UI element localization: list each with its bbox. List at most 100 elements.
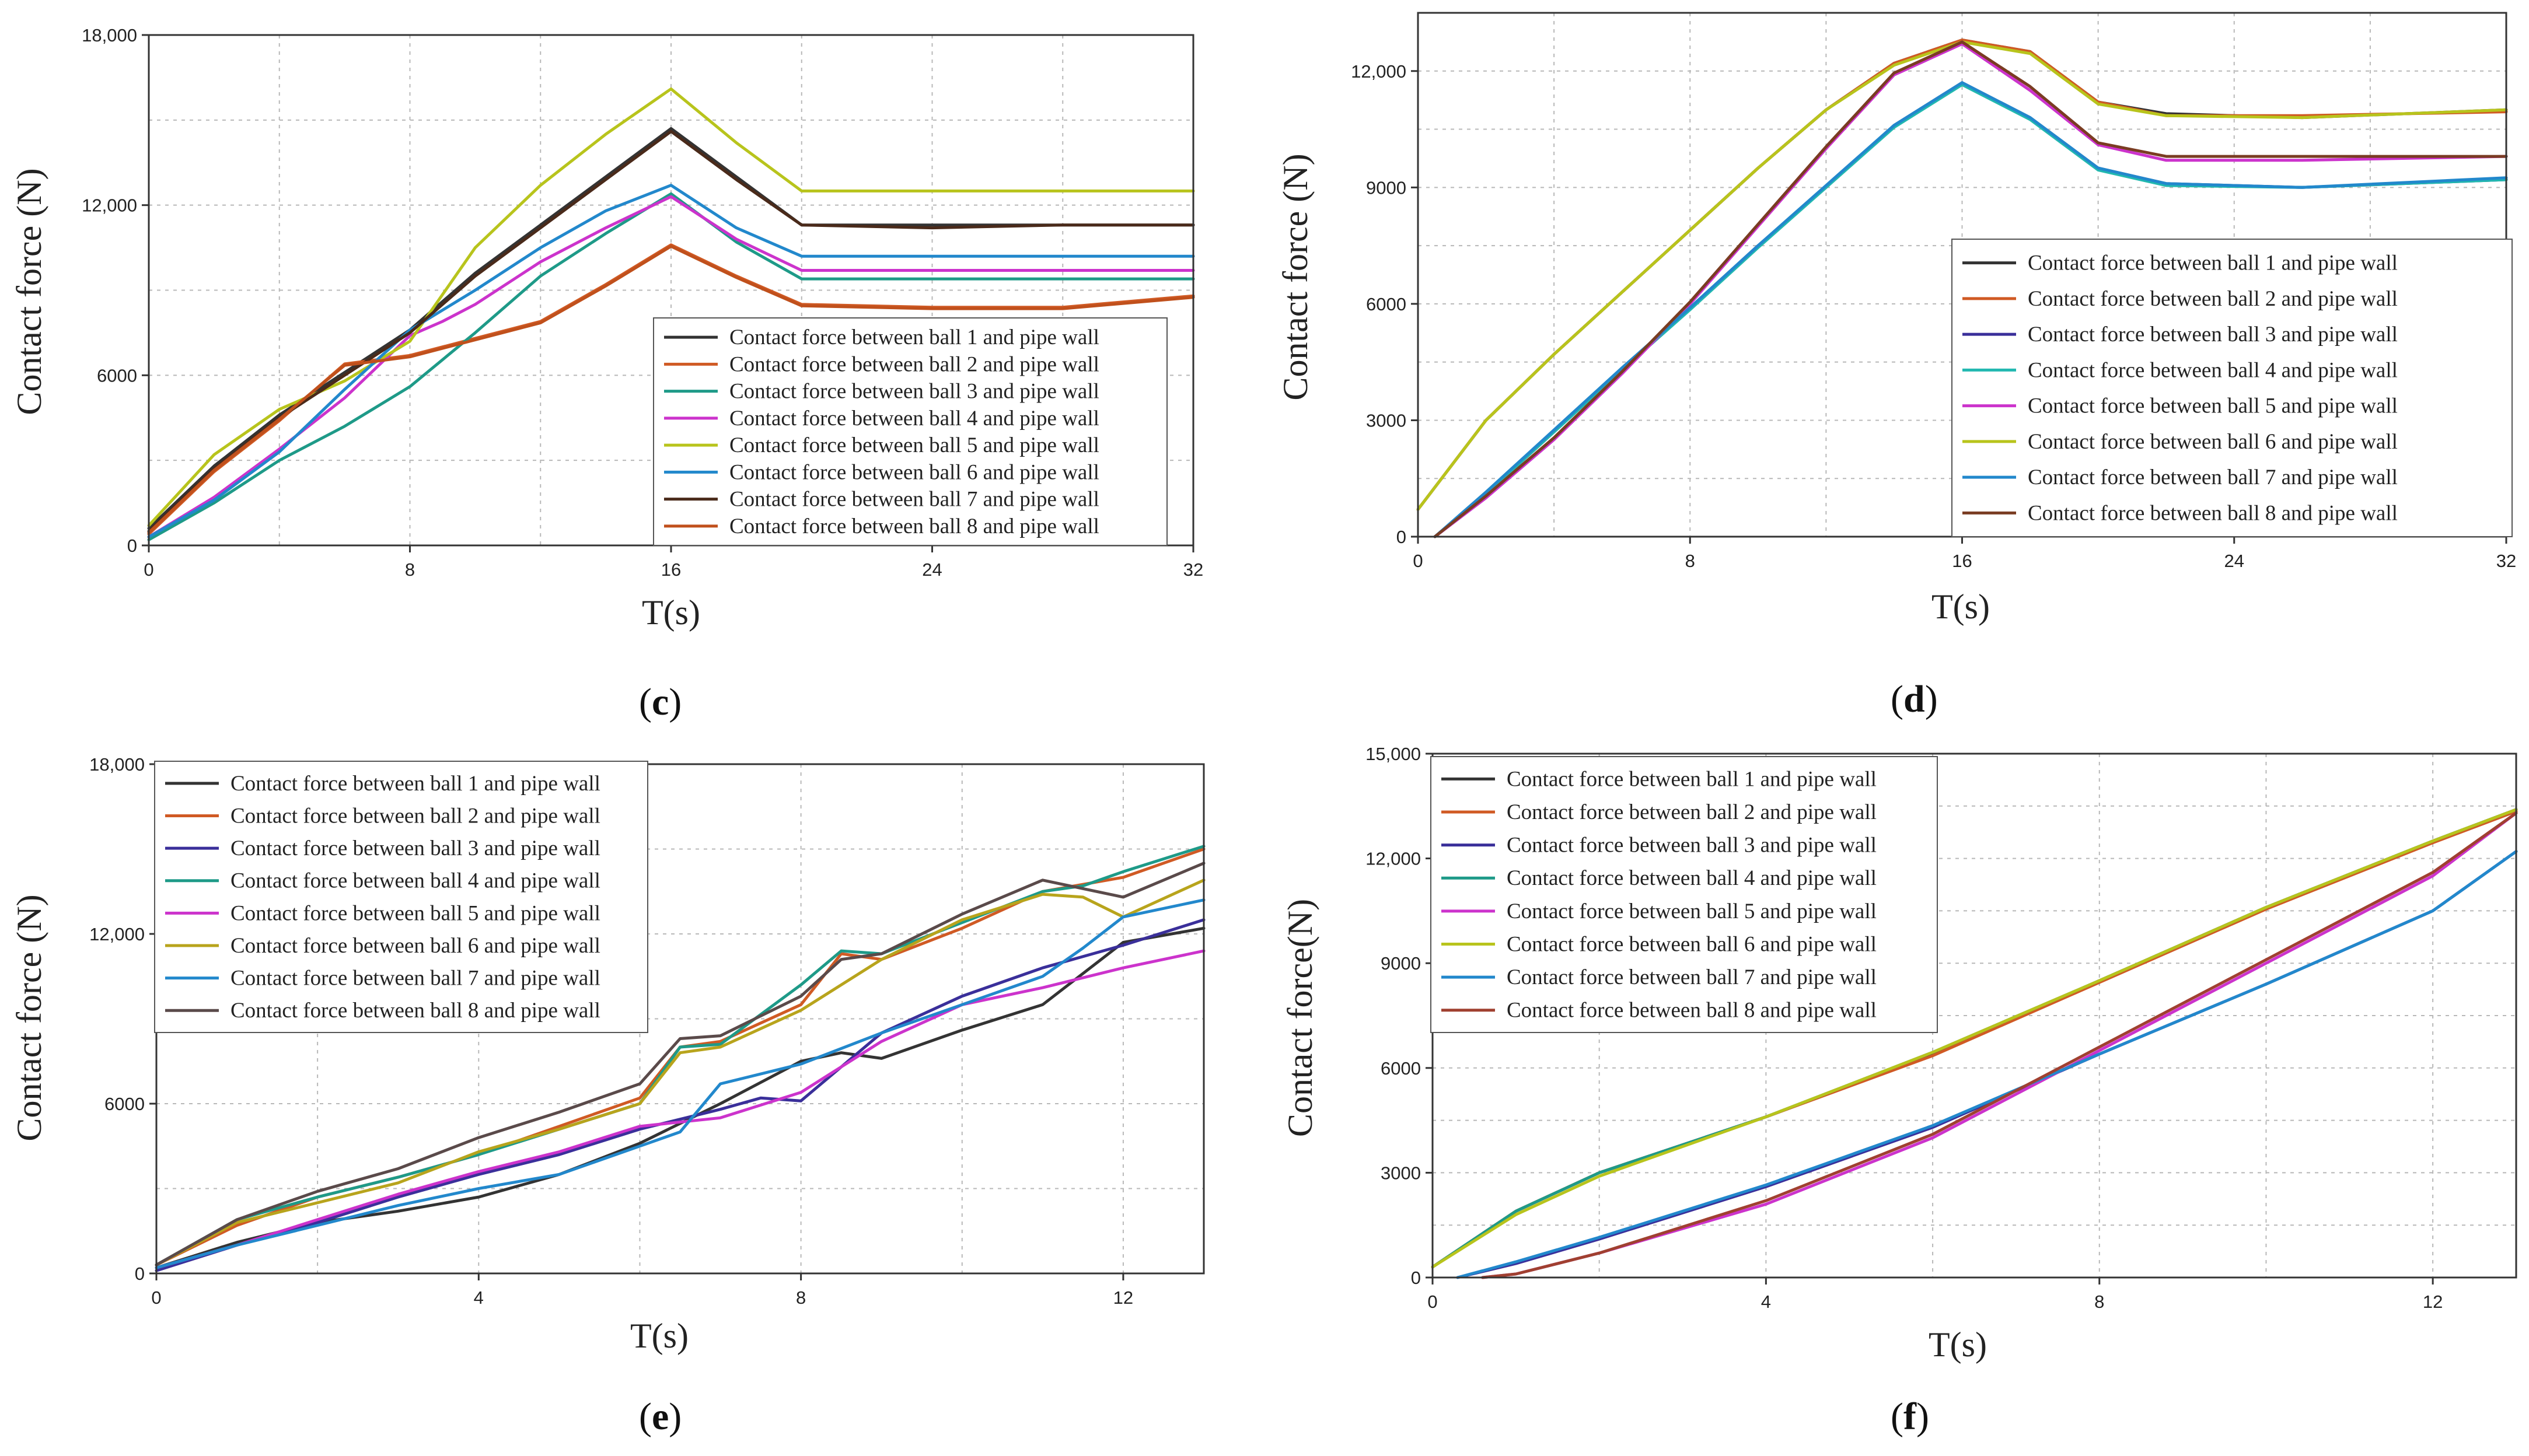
- chart-e: 0 4 8 12 0 6000 12,000 18,000 T(s) Contact force …: [10, 754, 1206, 1438]
- y-tick-label: 18,000: [82, 25, 137, 46]
- chart-f: 0 4 8 12 0 3000 6000 9000 12,000 15,000 T(s) Contac…: [1281, 744, 2518, 1438]
- legend-box: [1951, 239, 2513, 537]
- legend-label-ball-3: Contact force between ball 3 and pipe wa…: [1507, 834, 1877, 858]
- series-line-ball-8: [155, 862, 1206, 1266]
- y-tick-label: 0: [127, 536, 137, 556]
- x-tick-label: 4: [474, 1287, 484, 1308]
- x-tick-label: 16: [661, 559, 681, 580]
- series-line-ball-8: [1433, 40, 2508, 538]
- legend-box: [154, 761, 648, 1033]
- x-tick-label: 32: [1183, 559, 1203, 580]
- panel-label: (c): [639, 681, 682, 723]
- series-line-ball-3: [155, 918, 1206, 1272]
- y-tick-label: 12,000: [1365, 849, 1421, 869]
- x-axis-label: T(s): [1929, 1325, 1987, 1364]
- series-line-ball-7: [1433, 81, 2508, 538]
- series-line-ball-6: [155, 878, 1206, 1266]
- y-tick-label: 18,000: [89, 754, 145, 775]
- y-tick-label: 3000: [1366, 410, 1406, 430]
- series-line-ball-8: [147, 244, 1195, 534]
- x-tick-label: 0: [151, 1287, 161, 1308]
- series-line-ball-6: [1431, 808, 2518, 1269]
- legend-label-ball-4: Contact force between ball 4 and pipe wa…: [1507, 866, 1877, 890]
- legend-label-ball-3: Contact force between ball 3 and pipe wa…: [729, 380, 1099, 404]
- y-tick-label: 3000: [1381, 1163, 1421, 1183]
- legend-label-ball-3: Contact force between ball 3 and pipe wa…: [2028, 323, 2398, 346]
- x-tick-label: 16: [1952, 551, 1972, 571]
- x-axis-label: T(s): [642, 593, 700, 632]
- y-tick-label: 9000: [1366, 177, 1406, 198]
- y-tick-label: 9000: [1381, 953, 1421, 974]
- y-tick-label: 0: [1411, 1268, 1421, 1288]
- x-tick-label: 12: [1113, 1287, 1133, 1308]
- x-tick-label: 0: [1413, 551, 1423, 571]
- legend-label-ball-2: Contact force between ball 2 and pipe wa…: [729, 352, 1099, 376]
- legend-box: [1430, 756, 1938, 1033]
- x-tick-label: 0: [1427, 1292, 1437, 1312]
- series-line-ball-7: [1456, 850, 2518, 1279]
- legend-label-ball-1: Contact force between ball 1 and pipe wa…: [230, 772, 600, 796]
- legend-label-ball-5: Contact force between ball 5 and pipe wa…: [729, 433, 1099, 457]
- x-tick-label: 4: [1761, 1292, 1771, 1312]
- legend-label-ball-3: Contact force between ball 3 and pipe wa…: [230, 836, 600, 860]
- legend: Contact force between ball 1 and pipe wa…: [154, 761, 648, 1033]
- y-tick-label: 0: [135, 1264, 145, 1284]
- legend-label-ball-2: Contact force between ball 2 and pipe wa…: [230, 804, 600, 828]
- x-axis-label: T(s): [630, 1317, 689, 1355]
- legend-label-ball-8: Contact force between ball 8 and pipe wa…: [1507, 999, 1877, 1023]
- legend-label-ball-8: Contact force between ball 8 and pipe wa…: [729, 514, 1099, 538]
- y-tick-label: 12,000: [82, 195, 137, 216]
- panel-label: (d): [1891, 678, 1938, 720]
- series-line-ball-7: [155, 898, 1206, 1269]
- x-tick-label: 24: [922, 559, 942, 580]
- x-tick-label: 8: [796, 1287, 806, 1308]
- legend-label-ball-4: Contact force between ball 4 and pipe wa…: [2028, 358, 2398, 382]
- legend-label-ball-1: Contact force between ball 1 and pipe wa…: [2028, 251, 2398, 275]
- y-tick-label: 0: [1396, 527, 1406, 547]
- legend-label-ball-6: Contact force between ball 6 and pipe wa…: [230, 934, 600, 958]
- legend-label-ball-8: Contact force between ball 8 and pipe wa…: [230, 999, 600, 1023]
- legend-label-ball-8: Contact force between ball 8 and pipe wa…: [2028, 501, 2398, 525]
- series-line-ball-1: [147, 127, 1195, 530]
- y-tick-label: 12,000: [89, 924, 145, 944]
- series-line-ball-6: [147, 184, 1195, 538]
- series-line-ball-5: [147, 87, 1195, 527]
- panel-label: (f): [1891, 1395, 1929, 1438]
- x-tick-label: 32: [2496, 551, 2516, 571]
- legend-label-ball-5: Contact force between ball 5 and pipe wa…: [230, 901, 600, 925]
- legend-label-ball-4: Contact force between ball 4 and pipe wa…: [230, 869, 600, 893]
- legend-label-ball-1: Contact force between ball 1 and pipe wa…: [1507, 767, 1877, 791]
- legend-label-ball-4: Contact force between ball 4 and pipe wa…: [729, 407, 1099, 430]
- legend-box: [653, 317, 1168, 546]
- x-tick-label: 24: [2224, 551, 2244, 571]
- series-line-ball-3: [147, 192, 1195, 541]
- legend-label-ball-6: Contact force between ball 6 and pipe wa…: [2028, 430, 2398, 454]
- y-axis-label: Contact force (N): [1276, 153, 1315, 400]
- x-tick-label: 8: [1685, 551, 1695, 571]
- legend: Contact force between ball 1 and pipe wa…: [1430, 756, 1938, 1033]
- y-tick-label: 6000: [1366, 294, 1406, 314]
- x-axis-label: T(s): [1931, 587, 1990, 626]
- series-line-ball-4: [155, 845, 1206, 1266]
- legend-label-ball-5: Contact force between ball 5 and pipe wa…: [1507, 900, 1877, 923]
- series-line-ball-8: [1481, 811, 2518, 1279]
- y-tick-label: 12,000: [1351, 61, 1406, 82]
- legend-label-ball-7: Contact force between ball 7 and pipe wa…: [1507, 965, 1877, 989]
- x-tick-label: 8: [405, 559, 415, 580]
- x-tick-label: 0: [144, 559, 153, 580]
- legend-label-ball-7: Contact force between ball 7 and pipe wa…: [729, 488, 1099, 512]
- y-tick-label: 6000: [97, 365, 137, 386]
- y-axis-label: Contact force (N): [10, 168, 48, 415]
- y-tick-label: 6000: [1381, 1058, 1421, 1079]
- chart-d: 0 8 16 24 32 0 3000 6000 9000 12,000 T(s) Contact f…: [1276, 12, 2516, 720]
- y-axis-label: Contact force (N): [10, 894, 48, 1141]
- legend-label-ball-2: Contact force between ball 2 and pipe wa…: [1507, 800, 1877, 824]
- y-tick-label: 6000: [104, 1094, 145, 1114]
- legend-label-ball-6: Contact force between ball 6 and pipe wa…: [729, 460, 1099, 484]
- chart-c: 0 8 16 24 32 0 6000 12,000 18,000 T(s) Contact for…: [10, 25, 1203, 723]
- legend: Contact force between ball 1 and pipe wa…: [653, 317, 1168, 546]
- legend-label-ball-7: Contact force between ball 7 and pipe wa…: [230, 967, 600, 991]
- series-line-ball-5: [155, 949, 1206, 1269]
- legend-label-ball-6: Contact force between ball 6 and pipe wa…: [1507, 932, 1877, 956]
